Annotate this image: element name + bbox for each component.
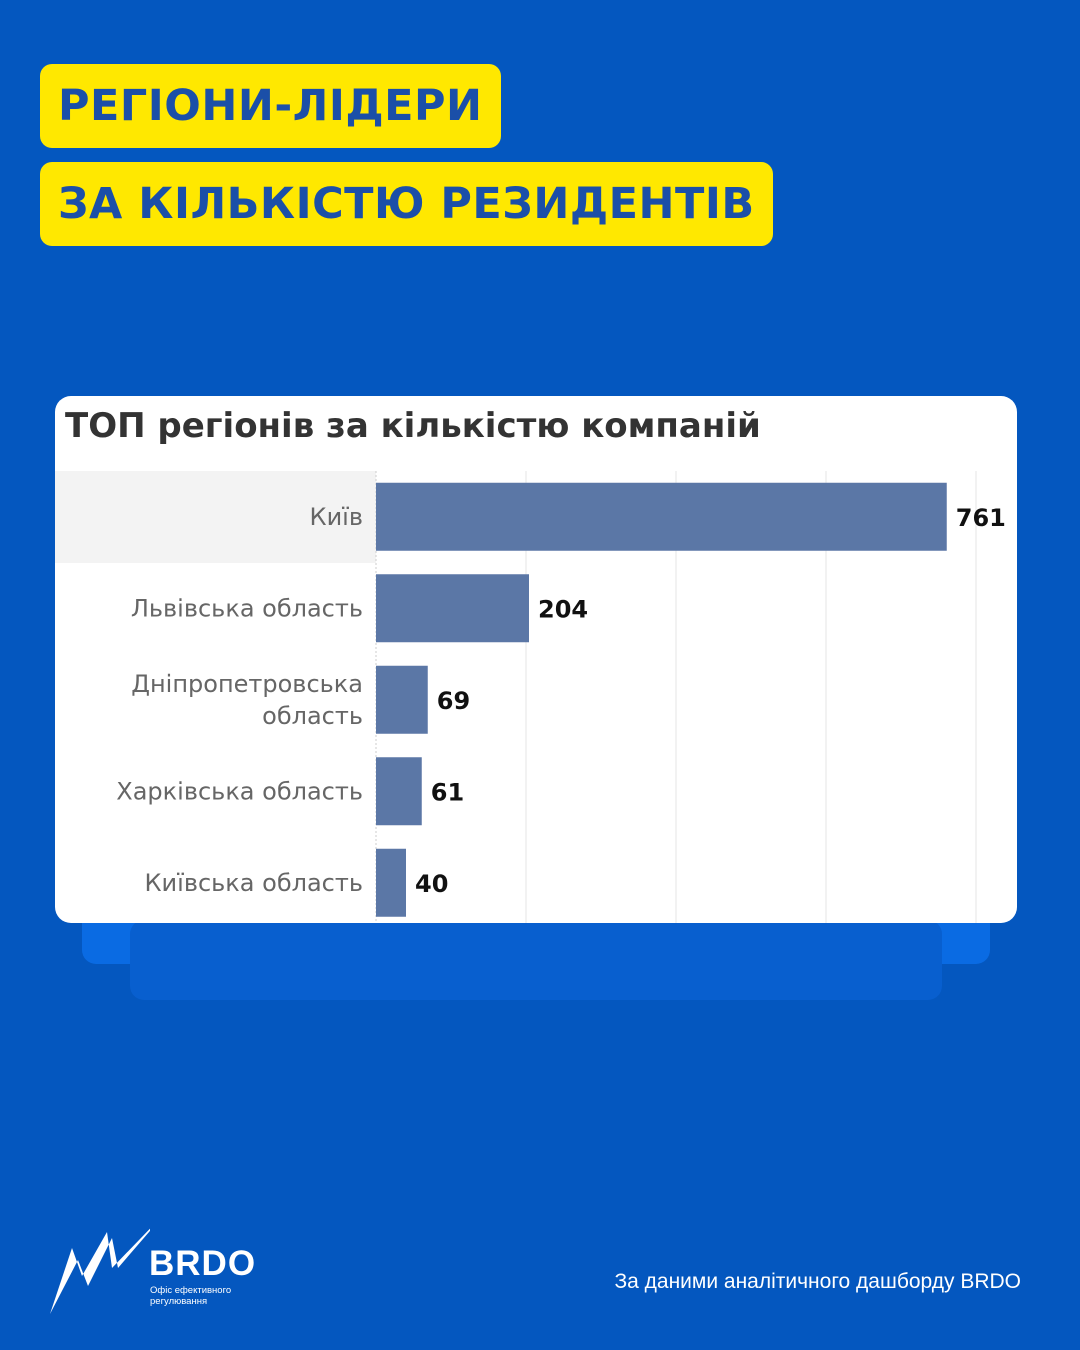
title-line-1: РЕГІОНИ-ЛІДЕРИ [40,64,501,148]
brand-name: BRDO [149,1244,257,1283]
card-stack-shadow-2 [130,920,942,1000]
data-label: 61 [431,778,464,806]
title-line-2: ЗА КІЛЬКІСТЮ РЕЗИДЕНТІВ [40,162,773,246]
chart-title: ТОП регіонів за кількістю компаній [65,406,761,446]
data-label: 204 [538,595,588,623]
category-label: Харківська область [116,777,363,805]
bar [376,665,428,734]
bar [376,848,406,917]
data-label: 40 [415,870,448,898]
category-label: Київ [310,503,363,531]
data-label: 69 [437,687,470,715]
brand-tagline: Офіс ефективного регулювання [150,1285,232,1307]
category-label: Дніпропетровська область [131,670,363,730]
brand-logo: BRDO Офіс ефективного регулювання [50,1208,270,1318]
bolt-logo-icon [50,1228,150,1314]
data-label: 761 [956,504,1006,532]
bar [376,482,947,551]
bar [376,574,529,643]
row-highlight [55,471,376,563]
source-note: За даними аналітичного дашборду BRDO [614,1270,1021,1293]
bar [376,757,422,826]
chart-card: ТОП регіонів за кількістю компаній Київ 7… [55,396,1017,923]
bar-chart: Київ 761 Львівська область 204 Дніпропетровс… [116,471,1006,923]
category-label: Львівська область [131,594,363,622]
category-label: Київська область [145,869,363,897]
